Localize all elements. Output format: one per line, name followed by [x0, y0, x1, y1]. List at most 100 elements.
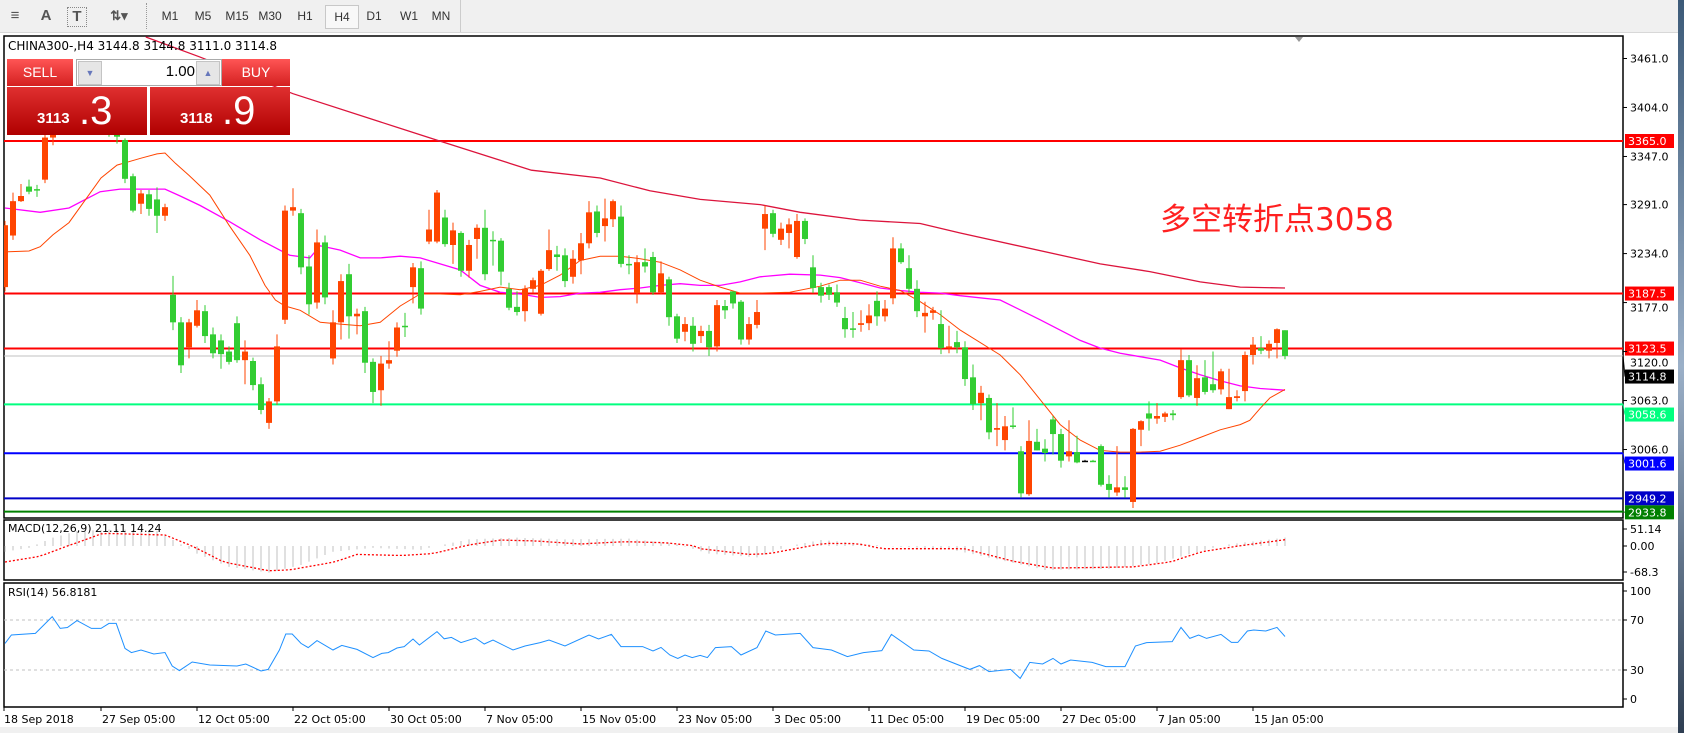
- increase-lots-button[interactable]: ▲: [196, 61, 220, 85]
- candle[interactable]: [410, 263, 416, 304]
- text-icon[interactable]: A: [40, 7, 52, 24]
- chart-area[interactable]: 3461.0 3404.0 3365.0 3347.0 3291.0 3234.0 3187…: [0, 33, 1678, 733]
- candle[interactable]: [522, 285, 528, 322]
- candle[interactable]: [138, 189, 144, 215]
- candle[interactable]: [1170, 409, 1176, 421]
- candle[interactable]: [1090, 459, 1096, 463]
- candle[interactable]: [1098, 444, 1104, 487]
- candle[interactable]: [594, 205, 600, 238]
- candle[interactable]: [778, 222, 784, 245]
- candle[interactable]: [1082, 459, 1088, 463]
- candle[interactable]: [394, 322, 400, 357]
- candle[interactable]: [210, 327, 216, 359]
- candle[interactable]: [514, 291, 520, 316]
- candle[interactable]: [930, 306, 936, 320]
- candle[interactable]: [714, 299, 720, 352]
- candle[interactable]: [314, 229, 320, 309]
- candle[interactable]: [450, 222, 456, 264]
- candle[interactable]: [1162, 411, 1168, 423]
- candle[interactable]: [434, 189, 440, 244]
- candle[interactable]: [474, 224, 480, 259]
- candle[interactable]: [250, 357, 256, 391]
- timeframe-d1-button[interactable]: D1: [366, 9, 382, 23]
- candle[interactable]: [722, 299, 728, 319]
- candle[interactable]: [962, 341, 968, 386]
- candle[interactable]: [954, 330, 960, 354]
- candle[interactable]: [1234, 390, 1240, 402]
- candle[interactable]: [426, 209, 432, 245]
- fibonacci-fan-icon[interactable]: ≡: [10, 7, 20, 24]
- candle[interactable]: [186, 318, 192, 359]
- candle[interactable]: [1274, 328, 1280, 359]
- candle[interactable]: [386, 341, 392, 369]
- candle[interactable]: [1178, 348, 1184, 399]
- candle[interactable]: [682, 317, 688, 342]
- buy-price-button[interactable]: 3118 .9: [150, 87, 290, 135]
- candle[interactable]: [786, 218, 792, 249]
- timeframe-m30-button[interactable]: M30: [258, 9, 282, 23]
- candle[interactable]: [770, 209, 776, 238]
- candle[interactable]: [762, 205, 768, 251]
- candle[interactable]: [290, 188, 296, 216]
- candle[interactable]: [42, 132, 48, 184]
- candle[interactable]: [882, 299, 888, 322]
- candle[interactable]: [10, 192, 16, 240]
- candle[interactable]: [226, 346, 232, 365]
- decrease-lots-button[interactable]: ▼: [78, 61, 102, 85]
- candle[interactable]: [194, 299, 200, 328]
- candle[interactable]: [834, 284, 840, 307]
- candle[interactable]: [674, 313, 680, 343]
- lot-size-field[interactable]: ▼ 1.00 ▲: [76, 59, 222, 86]
- candle[interactable]: [850, 312, 856, 338]
- candle[interactable]: [1034, 428, 1040, 451]
- candle[interactable]: [1138, 420, 1144, 447]
- candle[interactable]: [666, 276, 672, 326]
- candle[interactable]: [378, 355, 384, 406]
- candle[interactable]: [1130, 428, 1136, 508]
- candle[interactable]: [330, 310, 336, 365]
- candle[interactable]: [26, 179, 32, 195]
- candle[interactable]: [298, 208, 304, 275]
- candle[interactable]: [306, 255, 312, 315]
- candle[interactable]: [730, 291, 736, 309]
- text-label-icon[interactable]: T: [67, 7, 87, 27]
- candle[interactable]: [498, 238, 504, 286]
- candle[interactable]: [826, 284, 832, 300]
- timeframe-w1-button[interactable]: W1: [400, 9, 418, 23]
- candle[interactable]: [914, 280, 920, 318]
- candle[interactable]: [130, 173, 136, 213]
- lot-size-value[interactable]: 1.00: [165, 63, 195, 80]
- candle[interactable]: [618, 205, 624, 268]
- candle[interactable]: [754, 299, 760, 329]
- candle[interactable]: [242, 340, 248, 385]
- candle[interactable]: [1146, 401, 1152, 431]
- candle[interactable]: [634, 255, 640, 304]
- timeframe-m5-button[interactable]: M5: [194, 9, 212, 23]
- candle[interactable]: [970, 364, 976, 410]
- candle[interactable]: [1050, 416, 1056, 455]
- candle[interactable]: [994, 403, 1000, 447]
- candle[interactable]: [642, 248, 648, 273]
- candle[interactable]: [1066, 420, 1072, 462]
- candle[interactable]: [154, 187, 160, 233]
- candle[interactable]: [1154, 403, 1160, 424]
- candle[interactable]: [370, 358, 376, 404]
- buy-button[interactable]: BUY: [222, 59, 290, 86]
- candle[interactable]: [738, 299, 744, 345]
- candle[interactable]: [818, 282, 824, 303]
- candle[interactable]: [1250, 336, 1256, 365]
- timeframe-mn-button[interactable]: MN: [431, 9, 451, 23]
- candle[interactable]: [2, 220, 8, 292]
- sell-price-button[interactable]: 3113 .3: [7, 87, 147, 135]
- candle[interactable]: [482, 209, 488, 281]
- candle[interactable]: [282, 205, 288, 325]
- candle[interactable]: [1242, 351, 1248, 402]
- candle[interactable]: [1218, 368, 1224, 395]
- candle[interactable]: [1106, 475, 1112, 498]
- candle[interactable]: [1122, 476, 1128, 498]
- candle[interactable]: [1058, 428, 1064, 468]
- candle[interactable]: [938, 310, 944, 355]
- candle[interactable]: [810, 255, 816, 294]
- candle[interactable]: [1074, 435, 1080, 464]
- candle[interactable]: [402, 312, 408, 337]
